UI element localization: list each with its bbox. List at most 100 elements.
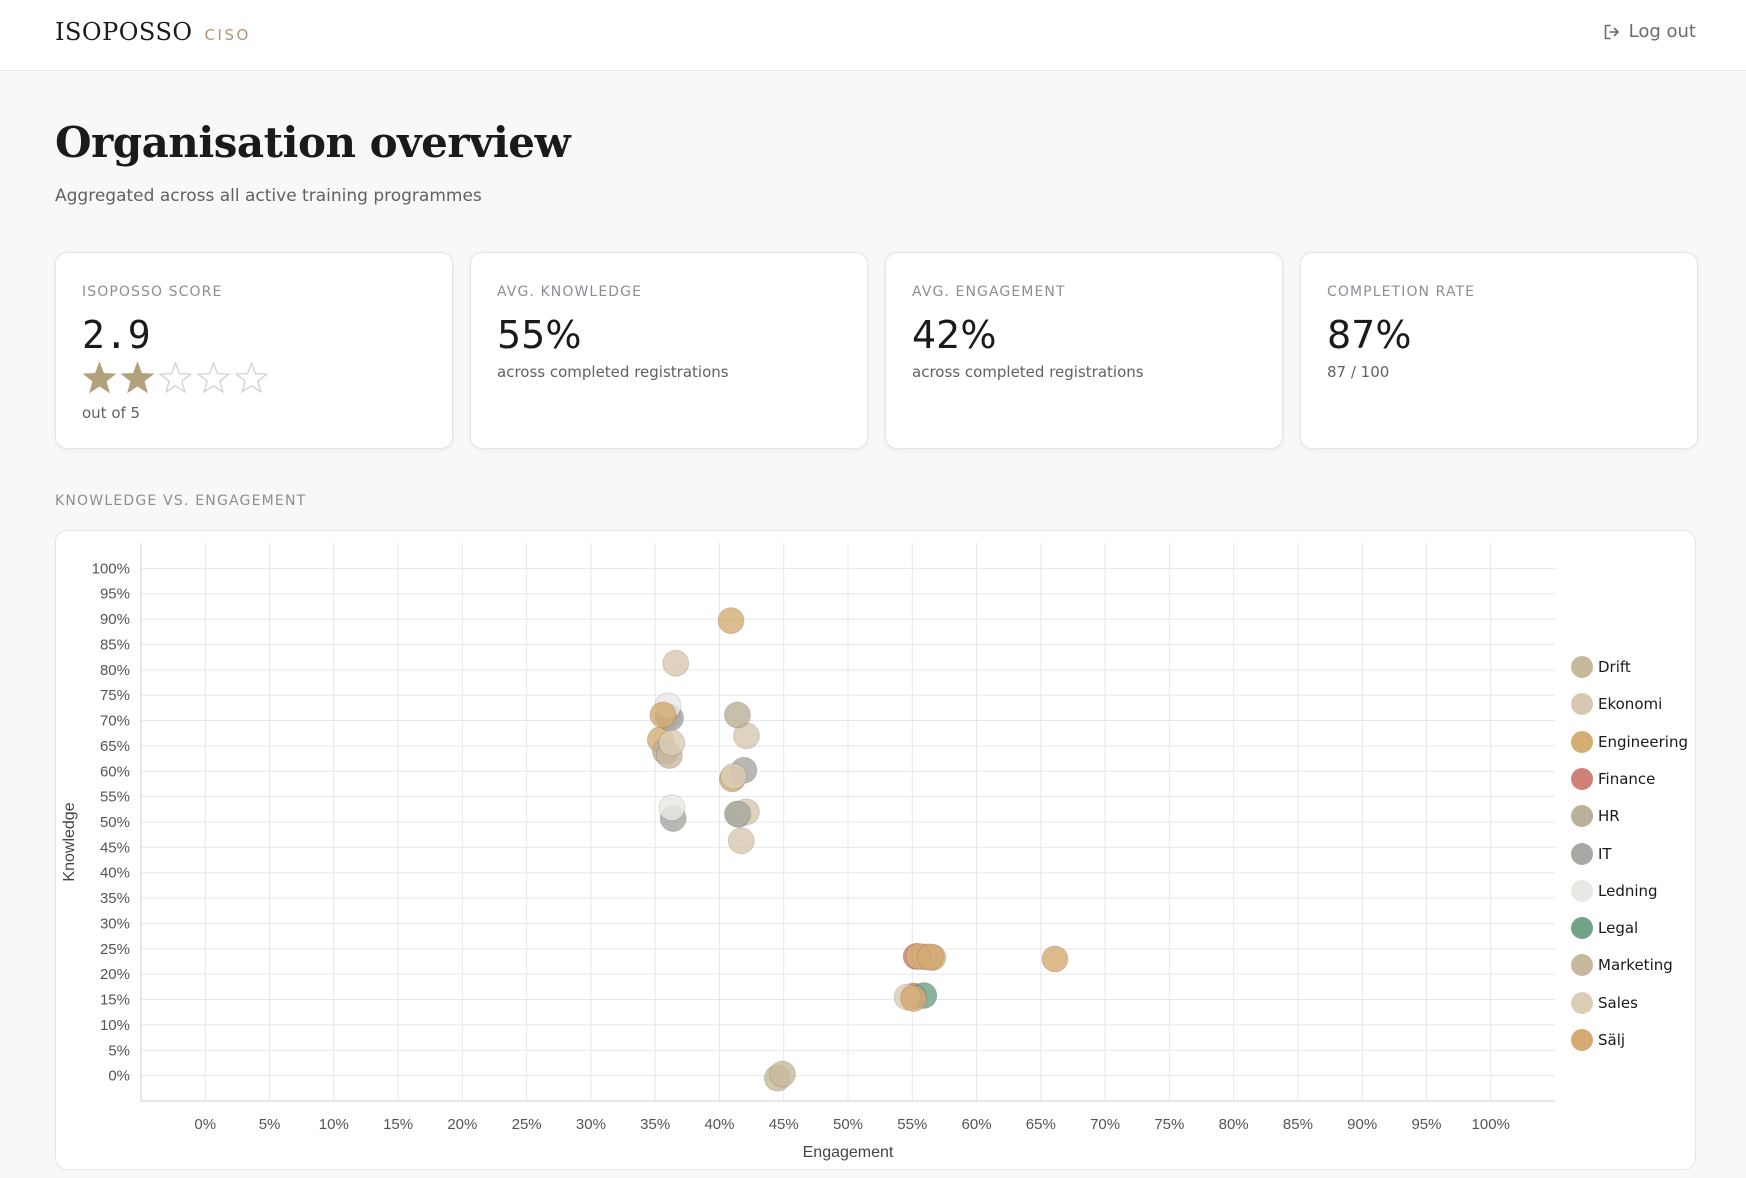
legend-label: Sales <box>1598 993 1638 1012</box>
legend-item[interactable]: IT <box>1571 842 1612 865</box>
legend-item[interactable]: Marketing <box>1571 954 1673 977</box>
x-tick-label: 85% <box>1283 1116 1313 1133</box>
legend-item[interactable]: HR <box>1571 805 1620 828</box>
card-note: out of 5 <box>82 404 141 422</box>
completion-rate-value: 87% <box>1327 313 1412 357</box>
legend-label: HR <box>1598 807 1620 826</box>
data-point <box>658 794 686 822</box>
x-tick-label: 10% <box>319 1116 349 1133</box>
x-tick-label: 5% <box>259 1116 281 1133</box>
card-label: ISOPOSSO SCORE <box>82 284 223 300</box>
x-tick-label: 40% <box>704 1116 734 1133</box>
y-tick-label: 50% <box>100 814 130 831</box>
y-tick-label: 70% <box>100 713 130 730</box>
x-tick-label: 100% <box>1472 1116 1510 1133</box>
y-tick-label: 60% <box>100 763 130 780</box>
x-tick-label: 30% <box>576 1116 606 1133</box>
data-point <box>720 762 748 790</box>
brand-logo[interactable]: ISOPOSSO CISO <box>55 18 251 46</box>
avg-engagement-value: 42% <box>912 313 997 357</box>
legend-label: Ledning <box>1598 881 1658 900</box>
logout-button[interactable]: Log out <box>1603 21 1696 42</box>
card-label: AVG. ENGAGEMENT <box>912 284 1066 300</box>
star-empty-icon <box>234 361 269 394</box>
legend-item[interactable]: Ekonomi <box>1571 693 1662 716</box>
y-tick-label: 90% <box>100 611 130 628</box>
x-tick-label: 65% <box>1026 1116 1056 1133</box>
card-label: AVG. KNOWLEDGE <box>497 284 643 300</box>
legend-item[interactable]: Legal <box>1571 917 1639 940</box>
isoposso-score-card: ISOPOSSO SCORE 2.9 out of 5 <box>55 252 453 449</box>
legend-label: Sälj <box>1598 1031 1626 1049</box>
star-rating <box>82 361 269 395</box>
data-point <box>900 985 928 1013</box>
x-axis-label: Engagement <box>803 1144 894 1161</box>
data-point <box>717 607 745 635</box>
x-tick-label: 75% <box>1154 1116 1184 1133</box>
star-empty-icon <box>158 361 193 394</box>
legend-swatch <box>1571 879 1593 902</box>
star-filled-icon <box>82 361 117 394</box>
y-tick-label: 20% <box>100 966 130 983</box>
legend-item[interactable]: Finance <box>1571 767 1656 790</box>
legend-label: Legal <box>1598 919 1639 938</box>
data-point <box>723 701 751 729</box>
card-note: 87 / 100 <box>1327 363 1390 381</box>
y-tick-label: 65% <box>100 738 130 755</box>
brand-name: ISOPOSSO <box>55 18 193 46</box>
x-tick-label: 20% <box>447 1116 477 1133</box>
x-tick-label: 70% <box>1090 1116 1120 1133</box>
y-tick-label: 45% <box>100 839 130 856</box>
data-point <box>658 729 686 757</box>
legend-label: Finance <box>1598 769 1656 788</box>
x-tick-label: 25% <box>512 1116 542 1133</box>
card-label: COMPLETION RATE <box>1327 284 1476 300</box>
y-tick-label: 10% <box>100 1017 130 1034</box>
card-note: across completed registrations <box>912 363 1144 381</box>
data-point <box>916 943 944 971</box>
x-tick-label: 95% <box>1411 1116 1441 1133</box>
legend-swatch <box>1571 767 1593 790</box>
card-note: across completed registrations <box>497 363 729 381</box>
y-tick-label: 30% <box>100 915 130 932</box>
data-point <box>1041 945 1069 973</box>
legend-item[interactable]: Ledning <box>1571 879 1658 902</box>
data-point <box>662 649 690 677</box>
legend-swatch <box>1571 954 1593 977</box>
legend-swatch <box>1571 1029 1593 1051</box>
isoposso-score-value: 2.9 <box>82 313 151 357</box>
completion-rate-card: COMPLETION RATE 87% 87 / 100 <box>1300 252 1698 449</box>
avg-knowledge-value: 55% <box>497 313 582 357</box>
x-tick-label: 45% <box>769 1116 799 1133</box>
y-tick-label: 100% <box>92 560 130 577</box>
y-tick-label: 95% <box>100 586 130 603</box>
y-tick-label: 85% <box>100 636 130 653</box>
y-tick-label: 80% <box>100 662 130 679</box>
legend-swatch <box>1571 805 1593 828</box>
legend-swatch <box>1571 917 1593 940</box>
legend-item[interactable]: Sälj <box>1571 1029 1625 1051</box>
legend-swatch <box>1571 842 1593 865</box>
y-axis-label: Knowledge <box>61 802 78 881</box>
avg-engagement-card: AVG. ENGAGEMENT 42% across completed reg… <box>885 252 1283 449</box>
scatter-chart: 0% 5% 10% 15% 20% 25% 30% 35% 40% 45% 50% 55% 60% 65%… <box>61 543 1555 1161</box>
legend-label: Engineering <box>1598 732 1688 751</box>
y-tick-label: 0% <box>108 1068 130 1085</box>
avg-knowledge-card: AVG. KNOWLEDGE 55% across completed regi… <box>470 252 868 449</box>
legend-swatch <box>1571 693 1593 716</box>
legend-item[interactable]: Drift <box>1571 656 1631 678</box>
legend-item[interactable]: Engineering <box>1571 730 1688 753</box>
star-filled-icon <box>120 361 155 394</box>
y-tick-label: 5% <box>108 1042 130 1059</box>
legend-item[interactable]: Sales <box>1571 991 1638 1014</box>
logout-icon <box>1604 24 1619 39</box>
page-title: Organisation overview <box>55 118 571 167</box>
x-tick-label: 35% <box>640 1116 670 1133</box>
brand-role: CISO <box>204 26 251 44</box>
x-tick-label: 15% <box>383 1116 413 1133</box>
legend-swatch <box>1571 730 1593 753</box>
data-point <box>723 800 751 828</box>
data-point <box>727 827 755 855</box>
y-tick-label: 75% <box>100 687 130 704</box>
legend-swatch <box>1571 991 1593 1014</box>
